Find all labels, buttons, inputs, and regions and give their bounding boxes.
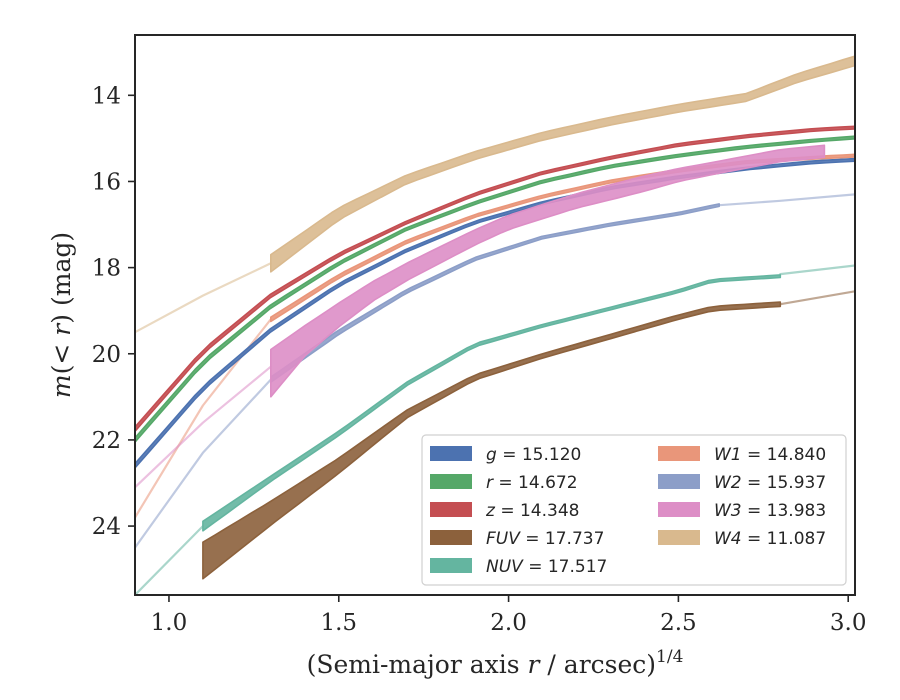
y-tick-label: 16 — [92, 169, 121, 195]
curve-nuv-extrapolated — [779, 264, 855, 276]
curve-w2-extrapolated — [135, 378, 272, 549]
band-w2 — [270, 203, 720, 383]
plot-frame — [134, 34, 856, 596]
legend-swatch-fuv — [430, 530, 472, 545]
x-tick-label: 2.5 — [660, 610, 697, 636]
y-tick-label: 20 — [92, 342, 121, 368]
curve-w4-extrapolated — [135, 262, 272, 334]
band-w4 — [270, 55, 855, 273]
legend-swatch-w1 — [658, 446, 700, 461]
legend: g = 15.120 r = 14.672 z = 14.348 FUV = 17.7… — [421, 434, 847, 586]
x-tick-label: 1.0 — [151, 610, 188, 636]
band-r — [135, 135, 855, 443]
legend-label-r: r = 14.672 — [486, 473, 578, 493]
legend-label-z: z = 14.348 — [485, 501, 579, 521]
legend-swatch-g — [430, 446, 472, 461]
curve-w3-extrapolated — [135, 365, 272, 489]
legend-swatch-w4 — [658, 530, 700, 545]
band-g — [135, 157, 855, 469]
legend-label-w3: W3 = 13.983 — [714, 501, 826, 521]
legend-label-w1: W1 = 14.840 — [714, 445, 826, 465]
curve-w2-extrapolated — [718, 193, 855, 207]
y-axis-label: m(< r)(mag) — [47, 232, 76, 398]
curve-fuv-extrapolated — [779, 290, 855, 306]
legend-box — [421, 434, 847, 586]
legend-swatch-w2 — [658, 474, 700, 489]
legend-label-w2: W2 = 15.937 — [714, 473, 826, 493]
legend-label-g: g = 15.120 — [486, 445, 581, 465]
legend-swatch-nuv — [430, 558, 472, 573]
band-w1 — [270, 153, 855, 323]
x-tick-label: 2.0 — [490, 610, 527, 636]
y-tick-label: 24 — [92, 514, 121, 540]
y-tick-label: 22 — [92, 428, 121, 454]
legend-swatch-z — [430, 502, 472, 517]
legend-label-w4: W4 = 11.087 — [714, 529, 826, 549]
band-w3 — [270, 144, 826, 398]
curve-nuv-extrapolated — [135, 525, 204, 595]
y-tick-label: 18 — [92, 256, 121, 282]
legend-swatch-w3 — [658, 502, 700, 517]
y-tick-label: 14 — [92, 83, 121, 109]
legend-label-nuv: NUV = 17.517 — [486, 557, 607, 577]
band-nuv — [202, 274, 782, 532]
axis-ticks: 1.0 1.5 2.0 2.5 3.0 14 16 18 20 22 24 — [92, 83, 867, 636]
x-axis-label: (Semi-major axis r / arcsec)1/4 — [307, 647, 684, 679]
measured-bands — [135, 55, 855, 580]
legend-swatch-r — [430, 474, 472, 489]
x-tick-label: 3.0 — [830, 610, 867, 636]
band-z — [135, 125, 855, 433]
band-fuv — [202, 301, 782, 580]
x-tick-label: 1.5 — [320, 610, 357, 636]
legend-label-fuv: FUV = 17.737 — [486, 529, 604, 549]
